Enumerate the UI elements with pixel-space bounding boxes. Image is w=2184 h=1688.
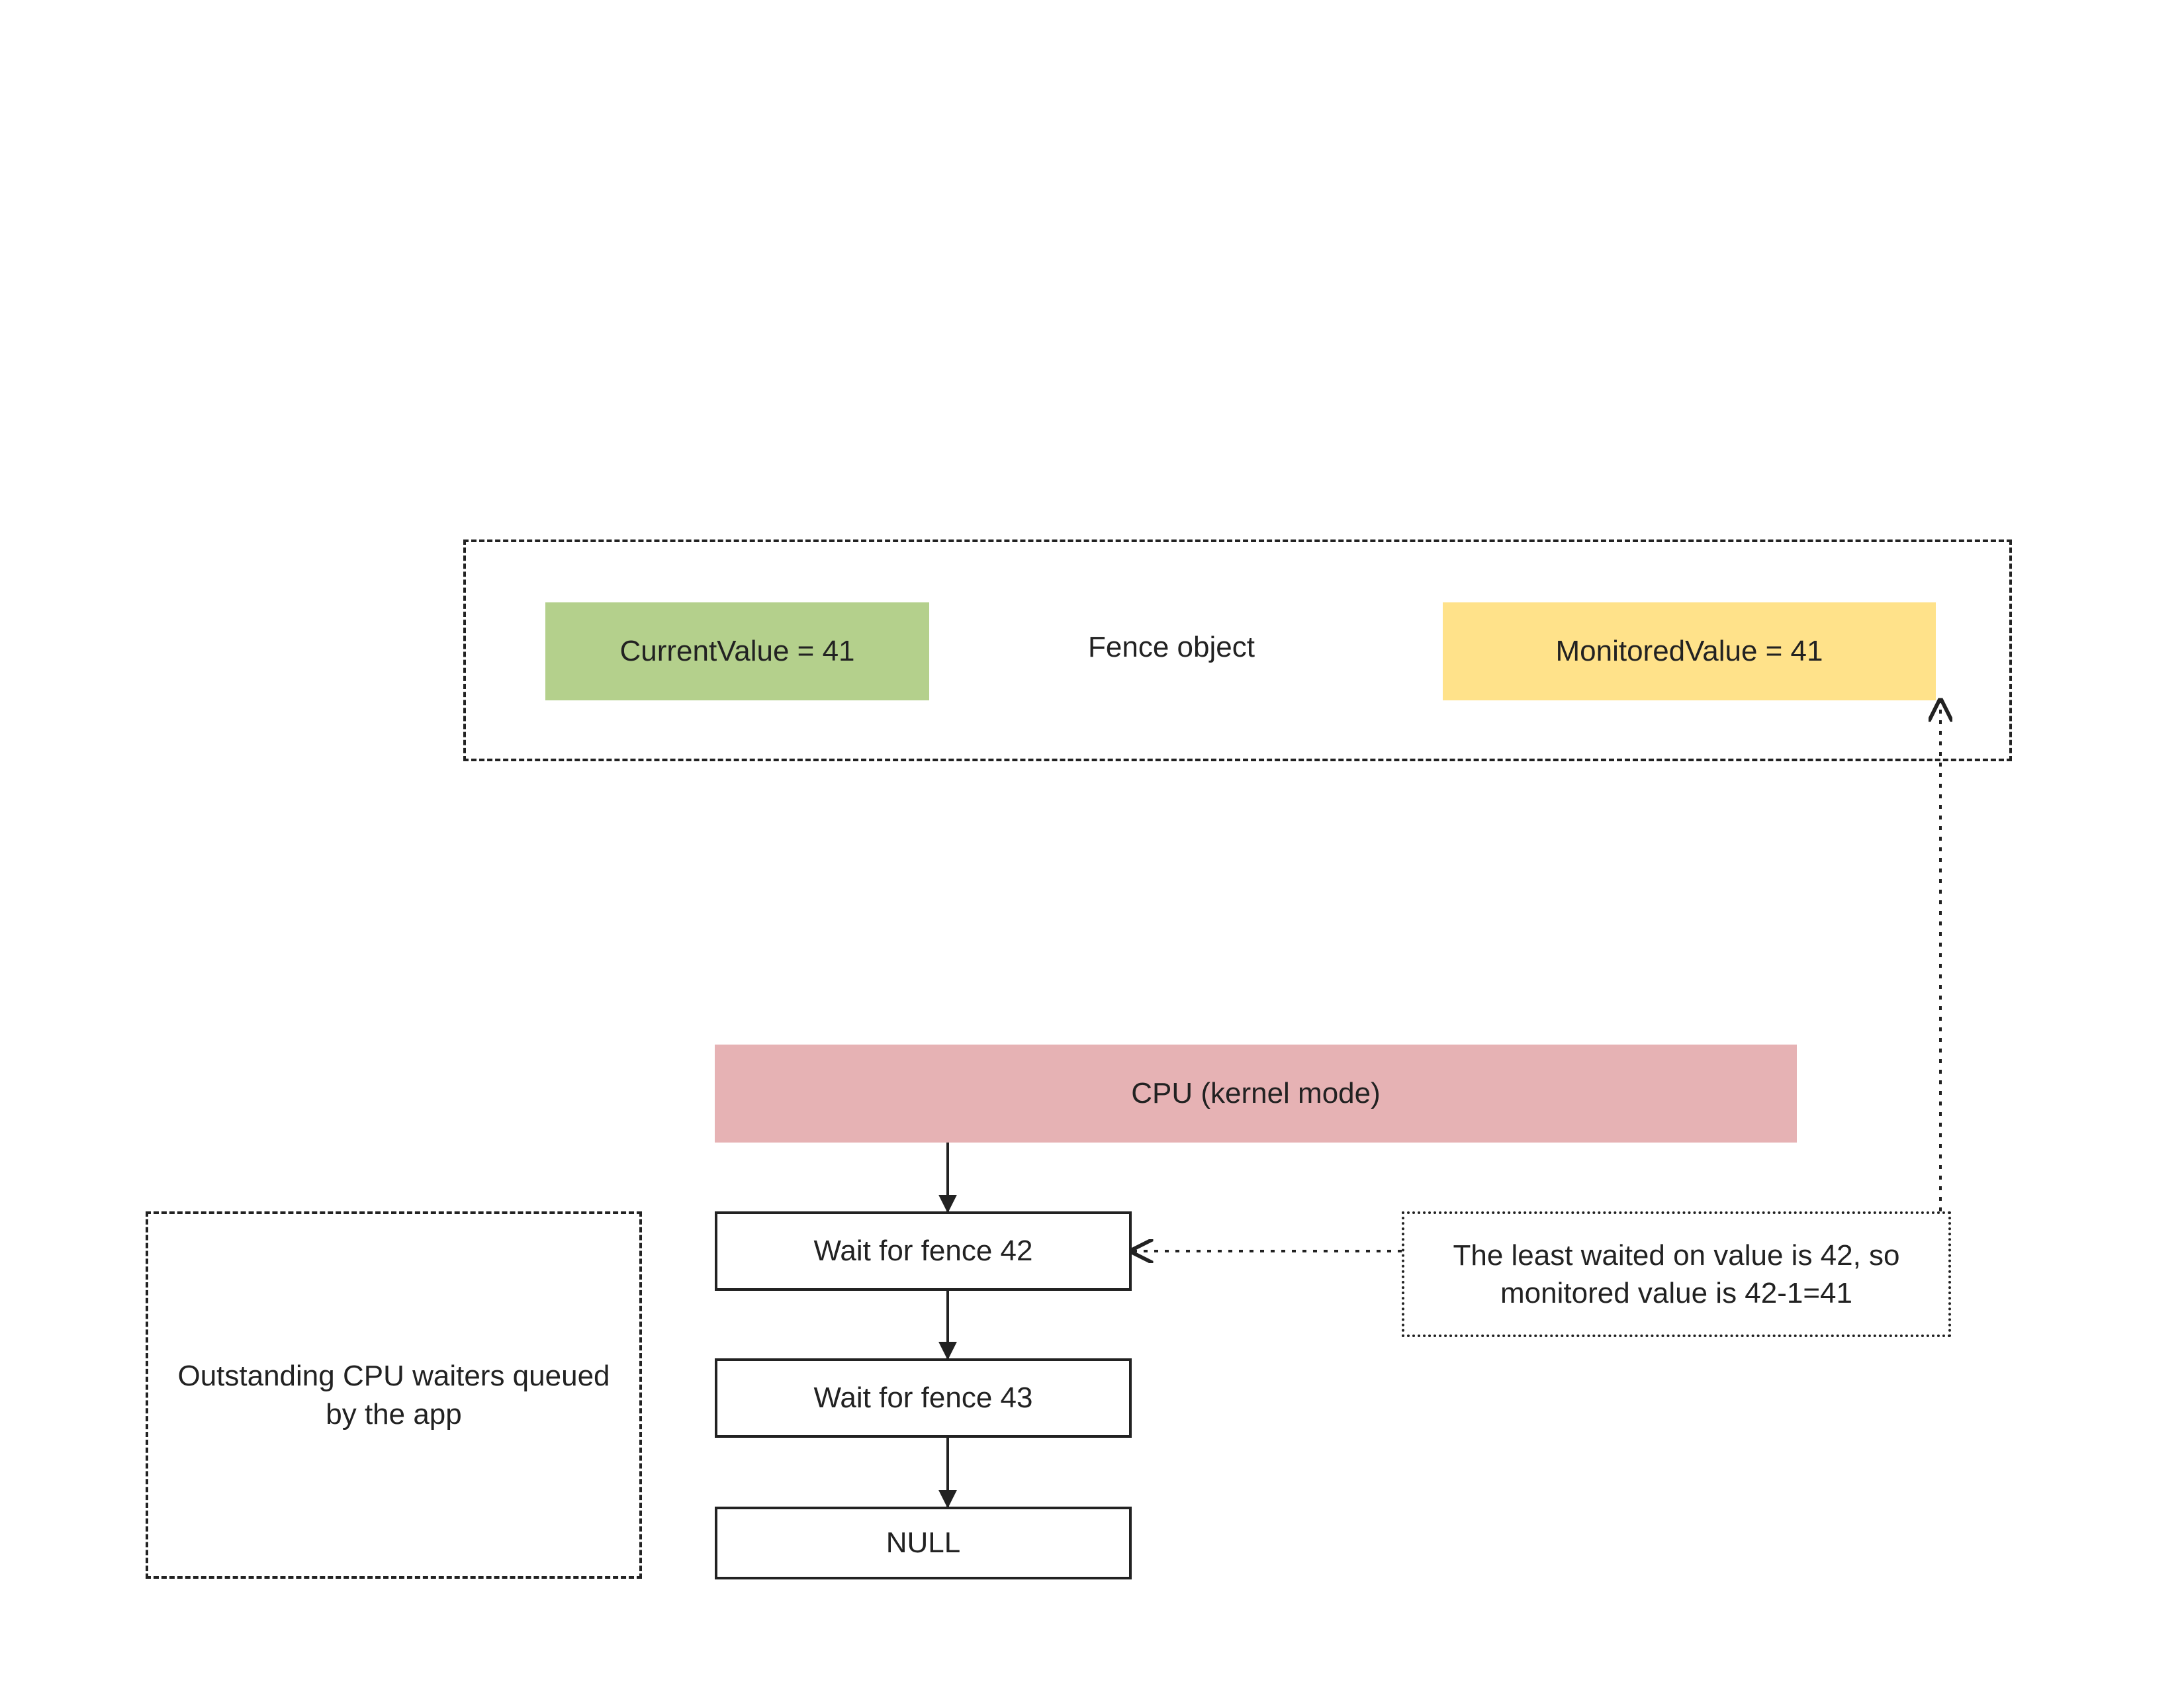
monitored-value-text: MonitoredValue = 41 [1542,632,1836,670]
current-value-box: CurrentValue = 41 [545,602,929,700]
cpu-kernel-box: CPU (kernel mode) [715,1045,1797,1143]
wait-fence-42-box: Wait for fence 42 [715,1211,1132,1291]
current-value-text: CurrentValue = 41 [606,632,868,670]
wait-fence-43-text: Wait for fence 43 [801,1379,1046,1417]
cpu-waiters-note-text: Outstanding CPU waiters queued by the ap… [148,1357,639,1432]
wait-fence-42-text: Wait for fence 42 [801,1232,1046,1270]
cpu-kernel-text: CPU (kernel mode) [1118,1074,1394,1112]
explanation-note-text: The least waited on value is 42, so moni… [1404,1237,1948,1312]
wait-fence-43-box: Wait for fence 43 [715,1358,1132,1438]
fence-object-label: Fence object [1046,621,1297,674]
monitored-value-box: MonitoredValue = 41 [1443,602,1936,700]
explanation-note: The least waited on value is 42, so moni… [1402,1211,1951,1337]
fence-object-text: Fence object [1075,628,1268,666]
null-text: NULL [873,1524,974,1562]
cpu-waiters-note: Outstanding CPU waiters queued by the ap… [146,1211,642,1579]
null-box: NULL [715,1507,1132,1579]
